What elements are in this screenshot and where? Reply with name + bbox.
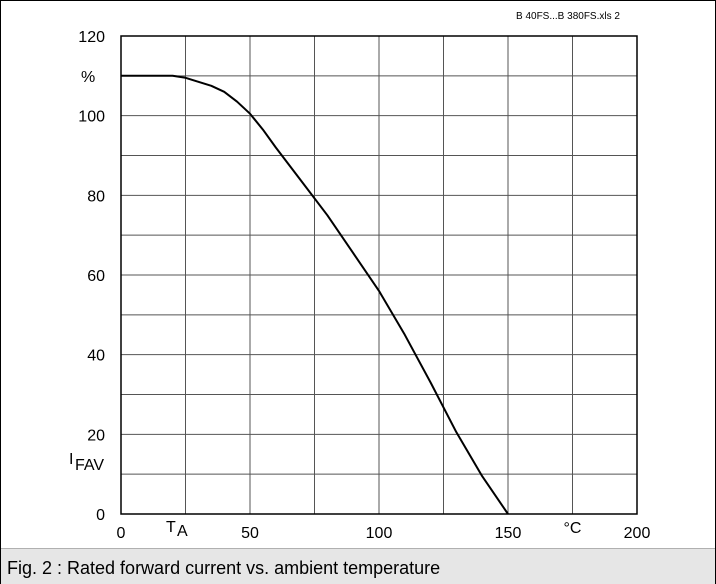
file-label: B 40FS...B 380FS.xls 2 (516, 11, 620, 22)
caption-bar: Fig. 2 : Rated forward current vs. ambie… (1, 548, 715, 584)
axes (120, 35, 638, 515)
chart: B 40FS...B 380FS.xls 2 0 50 100 150 200 0 20 40… (69, 11, 650, 542)
plot-border (120, 35, 638, 515)
y-tick-label: 80 (87, 188, 105, 205)
grid (121, 36, 637, 514)
y-tick-label: 120 (78, 29, 105, 46)
y-tick-label: 40 (87, 348, 105, 365)
y-unit-label: % (81, 69, 95, 86)
series-line (121, 74, 509, 515)
tick-labels: 0 50 100 150 200 0 20 40 60 80 100 120 (78, 29, 650, 542)
x-tick-label: 150 (495, 525, 522, 542)
x-tick-label: 50 (241, 525, 259, 542)
y-tick-label: 20 (87, 427, 105, 444)
x-unit-label: °C (564, 520, 582, 537)
y-axis-label: I (69, 451, 73, 468)
x-tick-label: 100 (366, 525, 393, 542)
x-axis-label-subscript: A (177, 523, 188, 540)
axis-labels: % °C T A I FAV (69, 69, 581, 540)
x-tick-label: 0 (117, 525, 126, 542)
y-tick-label: 0 (96, 507, 105, 524)
x-axis-label: T (166, 519, 176, 536)
y-axis-label-subscript: FAV (75, 457, 104, 474)
series (121, 74, 509, 515)
figure-caption: Fig. 2 : Rated forward current vs. ambie… (7, 558, 441, 578)
y-tick-label: 100 (78, 109, 105, 126)
y-tick-label: 60 (87, 268, 105, 285)
x-tick-label: 200 (624, 525, 651, 542)
